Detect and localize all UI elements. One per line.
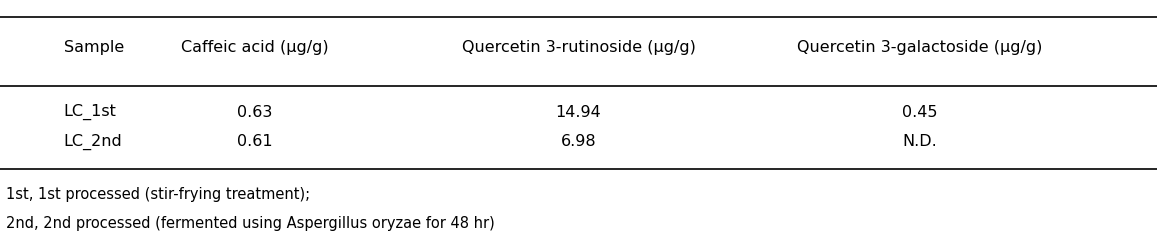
Text: LC_1st: LC_1st [64, 104, 117, 120]
Text: 14.94: 14.94 [555, 105, 602, 120]
Text: Sample: Sample [64, 40, 124, 55]
Text: LC_2nd: LC_2nd [64, 134, 123, 150]
Text: 0.63: 0.63 [237, 105, 272, 120]
Text: 0.45: 0.45 [902, 105, 937, 120]
Text: Quercetin 3-galactoside (μg/g): Quercetin 3-galactoside (μg/g) [797, 40, 1042, 55]
Text: Caffeic acid (μg/g): Caffeic acid (μg/g) [180, 40, 329, 55]
Text: 2nd, 2nd processed (fermented using Aspergillus oryzae for 48 hr): 2nd, 2nd processed (fermented using Aspe… [6, 215, 494, 231]
Text: 6.98: 6.98 [561, 134, 596, 149]
Text: 1st, 1st processed (stir-frying treatment);: 1st, 1st processed (stir-frying treatmen… [6, 187, 310, 202]
Text: 0.61: 0.61 [237, 134, 272, 149]
Text: N.D.: N.D. [902, 134, 937, 149]
Text: Quercetin 3-rutinoside (μg/g): Quercetin 3-rutinoside (μg/g) [462, 40, 695, 55]
